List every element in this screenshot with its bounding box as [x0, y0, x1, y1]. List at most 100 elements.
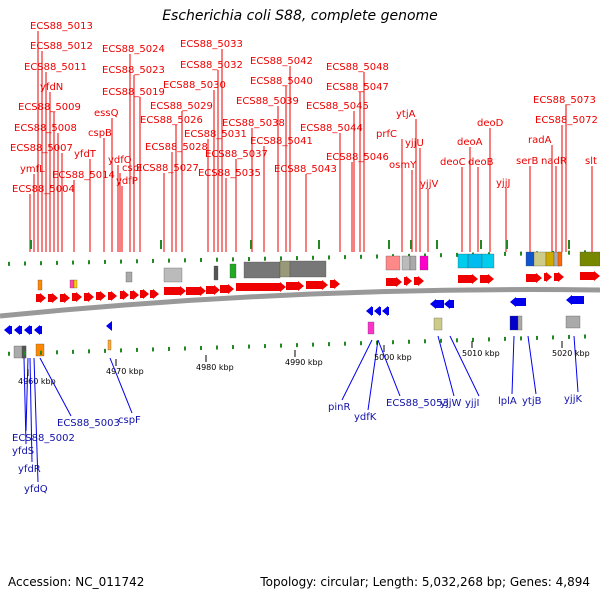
- gene-label-top: ECS88_5044: [300, 123, 363, 134]
- forward-gene-arrow: [120, 290, 129, 300]
- tick-mark-top: [8, 261, 10, 266]
- tick-mark-top-major: [160, 240, 162, 249]
- forward-gene-arrow: [580, 271, 600, 281]
- tick-mark-top: [296, 256, 298, 261]
- reverse-strand-genes: [4, 295, 584, 335]
- gene-label-top: ECS88_5035: [198, 168, 261, 179]
- tick-mark-bottom: [520, 336, 522, 341]
- leader-line-bottom: [39, 357, 72, 417]
- tick-mark-bottom: [344, 341, 346, 346]
- feature-box: [557, 251, 563, 267]
- forward-gene-arrow: [130, 290, 139, 300]
- tick-mark-top-major: [30, 240, 32, 249]
- gene-label-top: ydfP: [116, 176, 138, 187]
- forward-gene-arrow: [108, 291, 117, 301]
- tick-mark-bottom: [56, 350, 58, 355]
- tick-mark-bottom: [456, 338, 458, 343]
- gene-label-top: ECS88_5031: [184, 129, 247, 140]
- forward-gene-arrow: [236, 282, 286, 292]
- forward-gene-arrow: [306, 280, 328, 290]
- leader-line-bottom: [511, 335, 515, 395]
- gene-label-top: ECS88_5073: [533, 95, 596, 106]
- tick-mark-top: [72, 260, 74, 265]
- tick-mark-top: [152, 258, 154, 263]
- feature-box: [385, 255, 401, 271]
- tick-mark-bottom: [8, 351, 10, 356]
- forward-gene-arrow: [140, 289, 149, 299]
- tick-mark-top: [376, 254, 378, 259]
- feature-box: [289, 260, 327, 278]
- feature-box: [367, 321, 375, 335]
- gene-label-bottom: cspF: [118, 415, 141, 426]
- tick-mark-top: [568, 250, 570, 255]
- scale-label: 4990 kbp: [285, 358, 323, 367]
- gene-label-top: ECS88_5046: [326, 152, 389, 163]
- gene-label-top: ECS88_5048: [326, 62, 389, 73]
- tick-mark-top: [248, 257, 250, 262]
- feature-box: [107, 339, 112, 351]
- tick-mark-top: [360, 254, 362, 259]
- forward-gene-arrow: [286, 281, 304, 291]
- feature-box: [409, 255, 417, 271]
- tick-mark-bottom: [248, 344, 250, 349]
- forward-gene-arrow: [386, 277, 402, 287]
- tick-mark-top: [232, 257, 234, 262]
- tick-mark-top: [104, 259, 106, 264]
- tick-mark-bottom: [488, 337, 490, 342]
- tick-mark-bottom: [440, 338, 442, 343]
- leader-line-bottom: [367, 339, 379, 411]
- reverse-gene-arrow: [34, 325, 42, 335]
- gene-label-top: ECS88_5042: [250, 56, 313, 67]
- tick-mark-top: [184, 258, 186, 263]
- gene-label-top: ECS88_5009: [18, 102, 81, 113]
- tick-mark-top: [440, 253, 442, 258]
- tick-mark-bottom: [408, 339, 410, 344]
- leader-line-bottom: [109, 357, 133, 414]
- gene-label-top: deoD: [477, 118, 504, 129]
- forward-gene-arrow: [458, 274, 478, 284]
- feature-box: [467, 253, 483, 269]
- gene-label-bottom: ydfK: [354, 412, 377, 423]
- gene-label-top: ECS88_5019: [102, 87, 165, 98]
- gene-label-top: deoB: [468, 157, 494, 168]
- tick-mark-top-major: [388, 240, 390, 249]
- gene-label-top: ECS88_5072: [535, 115, 598, 126]
- forward-gene-arrow: [480, 274, 494, 284]
- gene-label-top: ydfO: [108, 155, 132, 166]
- tick-mark-bottom: [184, 346, 186, 351]
- tick-mark-bottom: [376, 340, 378, 345]
- reverse-gene-arrow: [566, 295, 584, 305]
- scale-label: 5000 kbp: [374, 353, 412, 362]
- feature-box: [69, 279, 75, 289]
- feature-box: [481, 253, 495, 269]
- tick-mark-bottom: [136, 347, 138, 352]
- gene-label-bottom: pinR: [328, 402, 350, 413]
- tick-mark-top: [24, 261, 26, 266]
- tick-mark-bottom: [104, 348, 106, 353]
- feature-box: [457, 253, 469, 269]
- forward-gene-arrow: [414, 276, 424, 286]
- gene-label-bottom: ECS88_5002: [12, 433, 75, 444]
- gene-label-top: ECS88_5039: [236, 96, 299, 107]
- gene-label-top: ECS88_5011: [24, 62, 87, 73]
- gene-label-top: serB: [516, 156, 538, 167]
- tick-mark-top-major: [506, 240, 508, 249]
- gene-label-top: ECS88_5026: [140, 115, 203, 126]
- gene-label-top: ECS88_5037: [205, 149, 268, 160]
- tick-mark-top: [120, 259, 122, 264]
- tick-mark-top-major: [480, 240, 482, 249]
- gene-label-top: ymfL: [20, 164, 45, 175]
- gene-label-bottom: yjjI: [465, 398, 479, 409]
- feature-box: [419, 255, 429, 271]
- gene-label-top: yjjU: [405, 138, 424, 149]
- gene-label-top: ECS88_5004: [12, 184, 75, 195]
- scale-label: 5010 kbp: [462, 349, 500, 358]
- tick-mark-bottom: [360, 341, 362, 346]
- gene-label-top: prfC: [376, 129, 397, 140]
- tick-mark-top: [136, 259, 138, 264]
- bottom-ticks: [8, 334, 586, 356]
- forward-strand-genes: [36, 271, 600, 303]
- gene-label-top: ECS88_5023: [102, 65, 165, 76]
- tick-mark-bottom: [552, 335, 554, 340]
- tick-mark-top: [344, 255, 346, 260]
